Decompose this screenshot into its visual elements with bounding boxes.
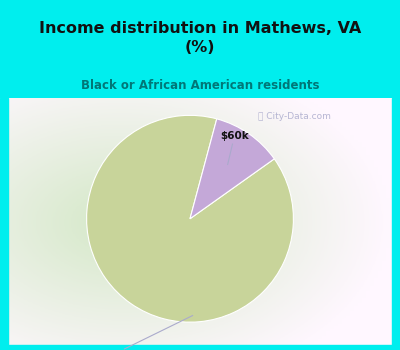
Text: Black or African American residents: Black or African American residents — [81, 79, 319, 92]
Text: $60k: $60k — [220, 131, 249, 164]
Bar — [0, 98, 8, 350]
Text: Income distribution in Mathews, VA
(%): Income distribution in Mathews, VA (%) — [39, 21, 361, 55]
Text: ⓘ City-Data.com: ⓘ City-Data.com — [258, 112, 331, 121]
Text: $10k: $10k — [94, 315, 193, 350]
Bar — [0, 345, 400, 350]
Bar — [392, 98, 400, 350]
Wedge shape — [86, 116, 294, 322]
Wedge shape — [190, 119, 274, 219]
